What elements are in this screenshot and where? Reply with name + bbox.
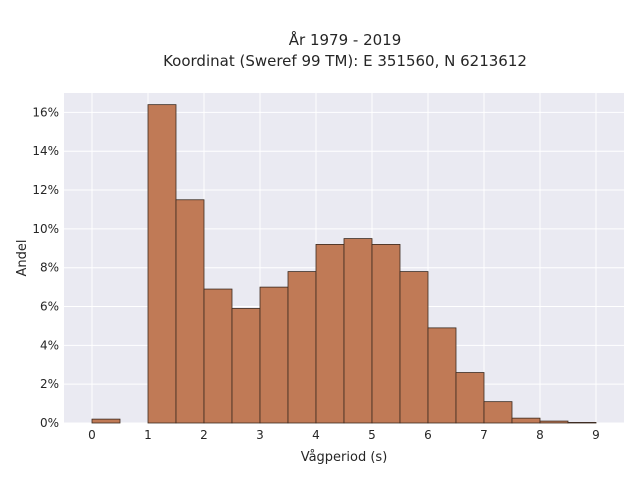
y-axis-ticks: 0% 2% 4% 6% 8% 10% 12% 14% 16% (32, 105, 59, 430)
chart-title-line-2: Koordinat (Sweref 99 TM): E 351560, N 62… (163, 52, 527, 70)
x-tick-label: 1 (144, 428, 152, 442)
x-tick-label: 2 (200, 428, 208, 442)
histogram-bar (147, 104, 177, 424)
chart-title-line-1: År 1979 - 2019 (289, 30, 402, 49)
y-tick-label: 16% (32, 105, 59, 119)
x-tick-label: 7 (480, 428, 488, 442)
x-tick-label: 9 (592, 428, 600, 442)
histogram-bar (427, 327, 457, 424)
y-tick-label: 4% (40, 338, 59, 352)
histogram-bar (259, 286, 289, 424)
histogram-bar (567, 422, 597, 424)
histogram-bars (91, 104, 597, 424)
y-axis-label: Andel (15, 240, 30, 277)
histogram-bar (399, 271, 429, 424)
histogram-bar (91, 418, 121, 424)
x-tick-label: 0 (88, 428, 96, 442)
histogram-bar (175, 199, 205, 424)
histogram-bar (343, 238, 373, 424)
histogram-bar (203, 288, 233, 424)
histogram-bar (483, 401, 513, 424)
histogram-bar (315, 244, 345, 424)
histogram-bar (231, 308, 261, 424)
y-tick-label: 6% (40, 300, 59, 314)
histogram-bar (371, 244, 401, 424)
y-tick-label: 10% (32, 222, 59, 236)
x-tick-label: 8 (536, 428, 544, 442)
x-axis-label: Vågperiod (s) (301, 450, 388, 465)
y-tick-label: 8% (40, 261, 59, 275)
histogram-bar (511, 417, 541, 424)
y-tick-label: 2% (40, 377, 59, 391)
y-tick-label: 12% (32, 183, 59, 197)
histogram-bar (539, 420, 569, 424)
x-axis-ticks: 0 1 2 3 4 5 6 7 8 9 (88, 428, 600, 442)
x-tick-label: 3 (256, 428, 264, 442)
x-tick-label: 4 (312, 428, 320, 442)
histogram-bar (455, 372, 485, 424)
x-tick-label: 5 (368, 428, 376, 442)
y-tick-label: 0% (40, 416, 59, 430)
y-tick-label: 14% (32, 144, 59, 158)
x-tick-label: 6 (424, 428, 432, 442)
histogram-bar (287, 271, 317, 424)
